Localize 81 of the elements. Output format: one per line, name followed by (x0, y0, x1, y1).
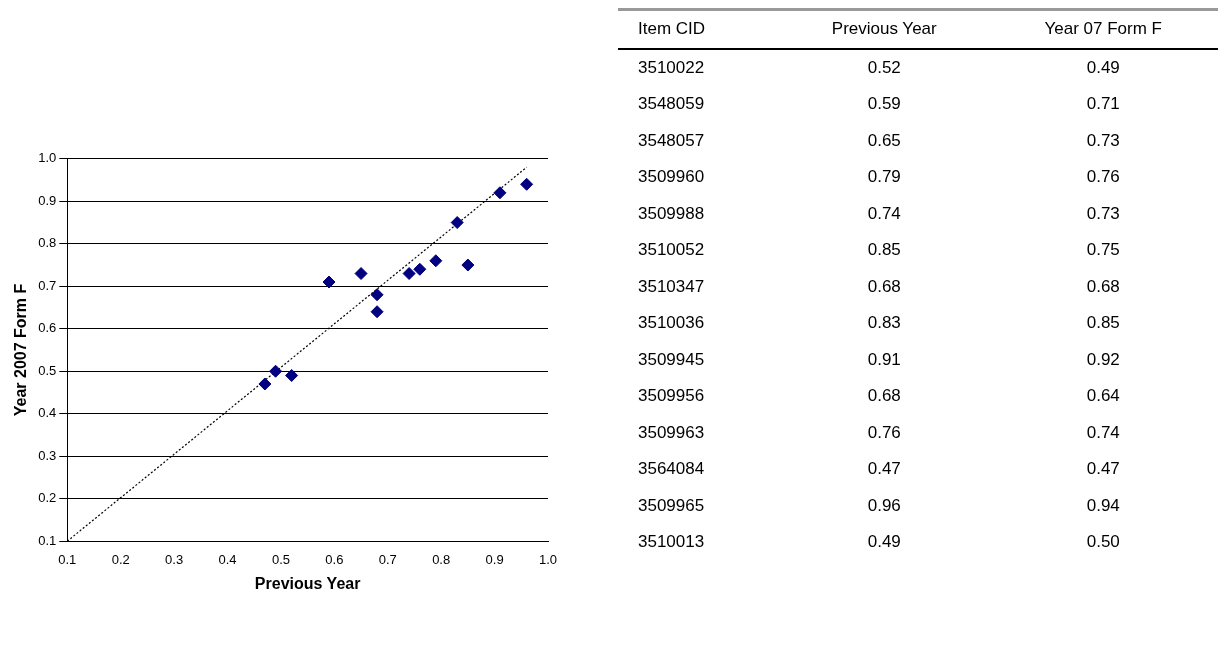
category-label: 3509945 (637, 348, 706, 371)
data-label: 0.52 (866, 56, 902, 79)
x-tick-label: 0.2 (111, 551, 130, 567)
x-tick-label: 0.9 (485, 551, 504, 567)
y-tick-label: 0.7 (38, 277, 57, 293)
y-tick-label: 0.5 (38, 362, 57, 378)
y-tick-label: 0.2 (38, 490, 57, 506)
point (493, 186, 507, 200)
category-label: 3509963 (637, 421, 706, 444)
category-label: 3510013 (637, 531, 706, 554)
data-label: 0.68 (1085, 275, 1121, 298)
point (370, 305, 384, 319)
data-label: 0.91 (866, 348, 902, 371)
point (413, 262, 427, 276)
y-tick-label: 0.3 (38, 447, 57, 463)
point (354, 267, 368, 281)
category-label: 3548057 (637, 129, 706, 152)
point (520, 177, 534, 191)
data-label: 0.68 (866, 385, 902, 408)
y-tick-label: 0.4 (38, 405, 57, 421)
data-label: 0.65 (866, 129, 902, 152)
y-tick-label: 0.9 (38, 192, 57, 208)
category-label: 3510347 (637, 275, 706, 298)
x-tick-label: 0.3 (165, 551, 184, 567)
category-label: 3509965 (637, 494, 706, 517)
data-label: 0.92 (1085, 348, 1121, 371)
data-label: 0.47 (1085, 458, 1121, 481)
y-tick-label: 0.6 (38, 320, 57, 336)
point (429, 254, 443, 268)
data-label: 0.49 (1085, 56, 1121, 79)
x-axis-title: Previous Year (254, 574, 361, 592)
category-label: 3509988 (637, 202, 706, 225)
category-label: 3548059 (637, 93, 706, 116)
text: Item CID (637, 18, 707, 41)
point (461, 258, 475, 272)
data-label: 0.85 (866, 239, 902, 262)
x-tick-label: 0.5 (271, 551, 290, 567)
data-label: 0.79 (866, 166, 902, 189)
text: Previous Year (830, 18, 938, 41)
y-axis-title: Year 2007 Form F (12, 283, 30, 417)
data-label: 0.85 (1085, 312, 1121, 335)
category-label: 3509960 (637, 166, 706, 189)
x-tick-label: 0.8 (432, 551, 451, 567)
data-label: 0.74 (1085, 421, 1121, 444)
x-tick-label: 1.0 (538, 551, 558, 567)
data-label: 0.76 (1085, 166, 1121, 189)
data-label: 0.74 (866, 202, 902, 225)
data-label: 0.73 (1085, 202, 1121, 225)
category-label: 3509956 (637, 385, 706, 408)
category-label: 3510022 (637, 56, 706, 79)
y-tick-label: 1.0 (38, 150, 57, 166)
point (285, 368, 299, 382)
x-tick-label: 0.1 (58, 551, 77, 567)
category-label: 3510052 (637, 239, 706, 262)
point (450, 216, 464, 230)
x-tick-label: 0.6 (325, 551, 344, 567)
data-label: 0.59 (866, 93, 902, 116)
point (258, 377, 272, 391)
data-label: 0.83 (866, 312, 902, 335)
y-tick-label: 0.1 (38, 532, 57, 548)
data-label: 0.75 (1085, 239, 1121, 262)
category-label: 3510036 (637, 312, 706, 335)
data-label: 0.64 (1085, 385, 1121, 408)
data-label: 0.73 (1085, 129, 1121, 152)
data-label: 0.71 (1085, 93, 1121, 116)
data-label: 0.49 (866, 531, 902, 554)
data-label: 0.68 (866, 275, 902, 298)
x-tick-label: 0.4 (218, 551, 237, 567)
y-tick-label: 0.8 (38, 235, 57, 251)
category-label: 3564084 (637, 458, 706, 481)
point (370, 288, 384, 302)
point (322, 275, 336, 289)
data-label: 0.76 (866, 421, 902, 444)
data-label: 0.96 (866, 494, 902, 517)
point (269, 364, 283, 378)
point (402, 267, 416, 281)
data-label: 0.50 (1085, 531, 1121, 554)
data-label: 0.94 (1085, 494, 1121, 517)
text: Year 07 Form F (1043, 18, 1163, 41)
x-tick-label: 0.7 (378, 551, 397, 567)
data-label: 0.47 (866, 458, 902, 481)
